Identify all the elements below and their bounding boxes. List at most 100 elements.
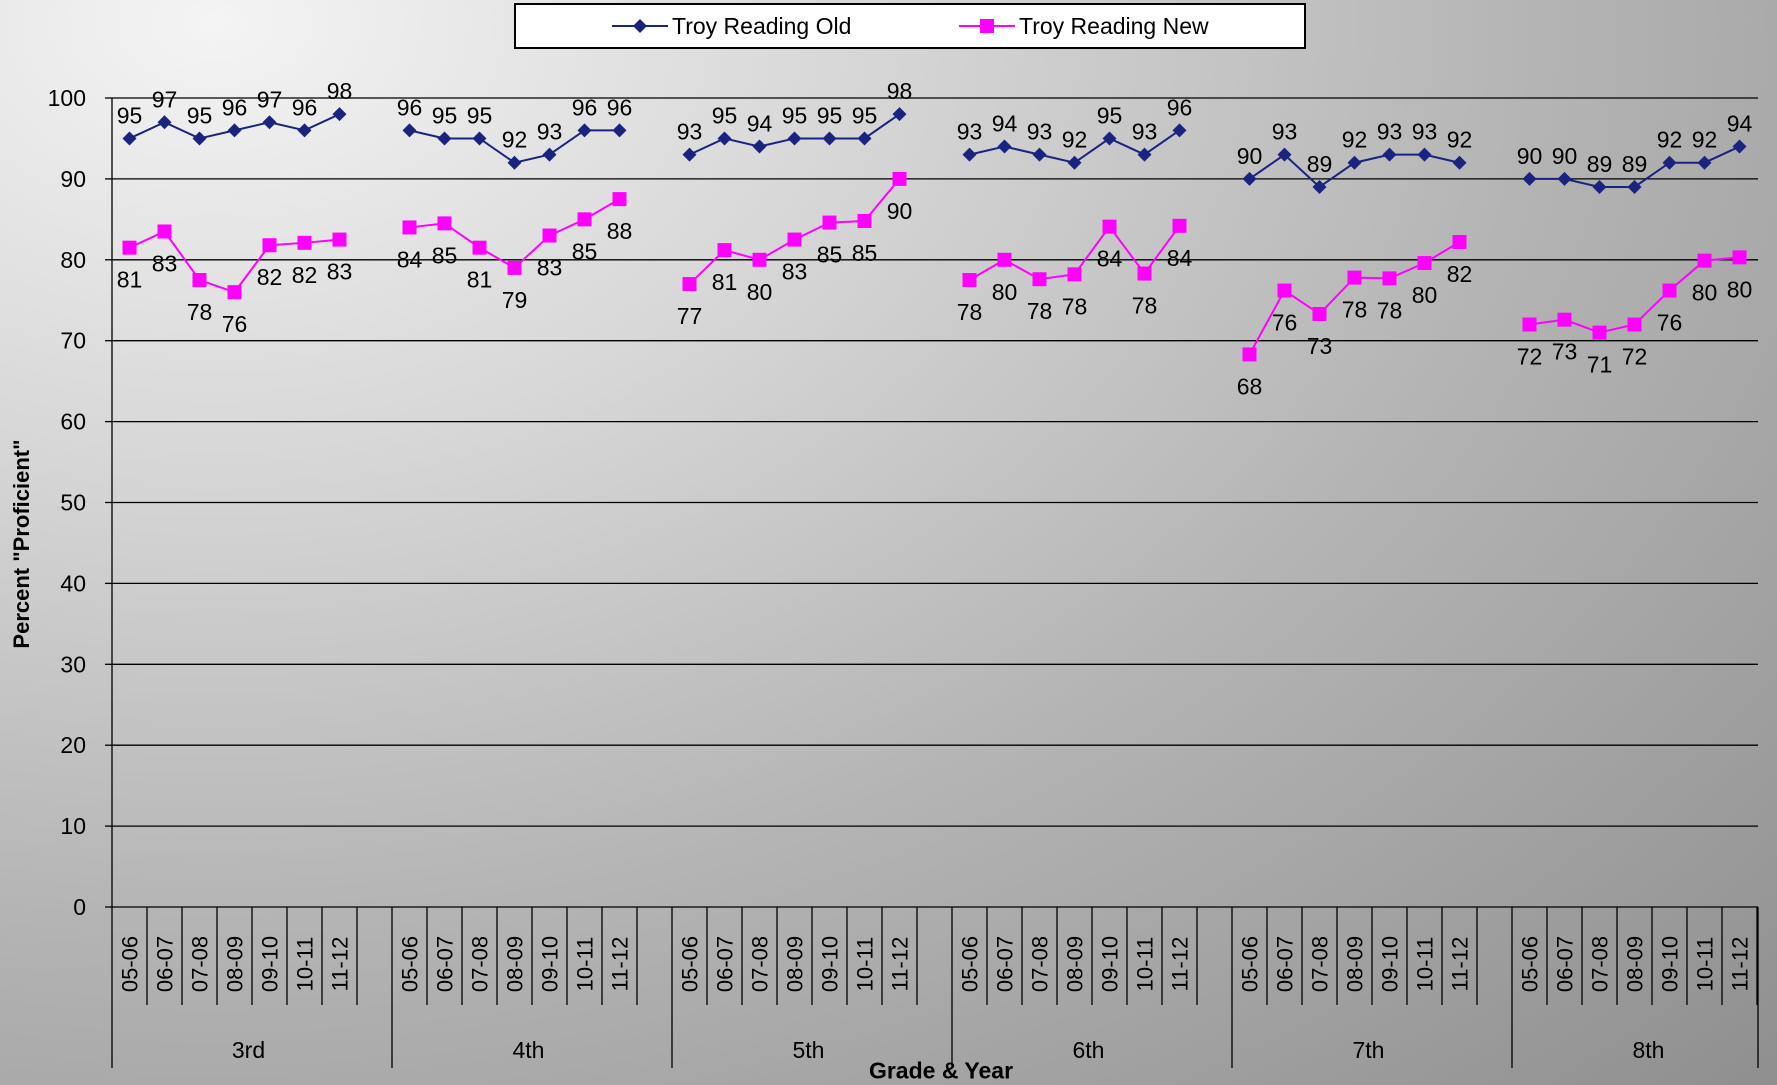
data-point-new <box>1592 325 1607 340</box>
data-label-old: 94 <box>992 111 1018 137</box>
data-point-new <box>577 212 592 227</box>
data-point-old <box>297 123 312 138</box>
data-label-old: 96 <box>397 94 423 120</box>
data-label-old: 93 <box>1027 119 1053 145</box>
data-label-old: 92 <box>1657 127 1683 153</box>
x-group-label: 8th <box>1633 1037 1665 1063</box>
data-point-new <box>892 171 907 186</box>
data-label-new: 78 <box>187 299 213 325</box>
data-label-new: 83 <box>537 255 563 281</box>
data-label-old: 89 <box>1587 151 1613 177</box>
data-point-new <box>822 215 837 230</box>
data-point-new <box>787 232 802 247</box>
x-year-label: 08-09 <box>1623 936 1648 992</box>
data-point-old <box>1347 155 1362 170</box>
data-label-old: 90 <box>1552 143 1578 169</box>
data-point-old <box>577 123 592 138</box>
data-point-new <box>297 235 312 250</box>
data-point-old <box>1697 155 1712 170</box>
data-point-new <box>1032 272 1047 287</box>
x-year-label: 08-09 <box>783 936 808 992</box>
data-point-old <box>1662 155 1677 170</box>
x-year-label: 06-07 <box>1273 936 1298 992</box>
y-tick-label: 10 <box>60 813 86 839</box>
data-label-old: 95 <box>467 102 493 128</box>
data-label-old: 98 <box>327 78 353 104</box>
x-year-label: 08-09 <box>223 936 248 992</box>
y-tick-label: 20 <box>60 732 86 758</box>
data-label-old: 96 <box>292 94 318 120</box>
data-point-old <box>1032 147 1047 162</box>
data-label-new: 90 <box>887 198 913 224</box>
data-label-new: 79 <box>502 287 528 313</box>
x-year-label: 06-07 <box>1553 936 1578 992</box>
data-label-new: 85 <box>572 238 598 264</box>
x-year-label: 07-08 <box>188 936 213 992</box>
data-label-new: 80 <box>1412 282 1438 308</box>
x-year-label: 10-11 <box>293 937 318 992</box>
data-point-old <box>472 131 487 146</box>
data-label-new: 80 <box>747 279 773 305</box>
data-point-old <box>1627 179 1642 194</box>
data-point-old <box>1312 179 1327 194</box>
x-axis-title: Grade & Year <box>868 1057 1014 1084</box>
x-year-label: 06-07 <box>433 936 458 992</box>
legend-item-old: Troy Reading Old <box>612 5 851 47</box>
data-label-old: 98 <box>887 78 913 104</box>
data-point-new <box>437 216 452 231</box>
chart-legend: Troy Reading Old Troy Reading New <box>514 3 1306 49</box>
data-point-old <box>1417 147 1432 162</box>
data-label-new: 85 <box>432 242 458 268</box>
data-point-new <box>122 240 137 255</box>
data-point-old <box>1172 123 1187 138</box>
data-point-new <box>1662 283 1677 298</box>
data-point-old <box>997 139 1012 154</box>
data-label-new: 88 <box>607 218 633 244</box>
x-year-label: 11-12 <box>608 937 633 992</box>
data-point-old <box>1522 171 1537 186</box>
data-point-old <box>1382 147 1397 162</box>
data-point-old <box>892 107 907 122</box>
x-year-label: 09-10 <box>1658 936 1683 992</box>
data-label-old: 93 <box>1272 119 1298 145</box>
data-point-new <box>1347 270 1362 285</box>
data-label-old: 94 <box>1727 111 1753 137</box>
x-year-label: 05-06 <box>1518 936 1543 992</box>
data-label-old: 94 <box>747 111 773 137</box>
data-point-old <box>437 131 452 146</box>
data-point-old <box>262 115 277 130</box>
data-point-new <box>262 238 277 253</box>
data-point-new <box>1382 271 1397 286</box>
data-label-new: 84 <box>1097 246 1123 272</box>
data-label-new: 78 <box>1342 297 1368 323</box>
data-label-new: 76 <box>1657 310 1683 336</box>
data-point-new <box>1417 256 1432 271</box>
data-label-new: 80 <box>1727 276 1753 302</box>
data-point-new <box>682 277 697 292</box>
y-tick-label: 30 <box>60 651 86 677</box>
data-label-old: 95 <box>712 102 738 128</box>
data-label-new: 83 <box>327 259 353 285</box>
data-point-old <box>122 131 137 146</box>
data-point-new <box>542 228 557 243</box>
data-point-old <box>227 123 242 138</box>
data-point-old <box>507 155 522 170</box>
data-point-new <box>402 220 417 235</box>
x-year-label: 11-12 <box>1168 937 1193 992</box>
data-label-old: 92 <box>1692 127 1718 153</box>
data-point-new <box>472 240 487 255</box>
data-point-old <box>612 123 627 138</box>
data-point-old <box>402 123 417 138</box>
y-tick-label: 0 <box>73 894 86 920</box>
data-label-old: 95 <box>432 102 458 128</box>
x-year-label: 10-11 <box>1693 937 1718 992</box>
legend-marker-new <box>959 19 1015 33</box>
data-point-new <box>752 252 767 267</box>
data-label-new: 68 <box>1237 373 1263 399</box>
x-year-label: 09-10 <box>1378 936 1403 992</box>
data-label-new: 73 <box>1552 339 1578 365</box>
data-label-old: 97 <box>152 86 178 112</box>
data-label-old: 92 <box>1062 127 1088 153</box>
x-group-label: 6th <box>1073 1037 1105 1063</box>
